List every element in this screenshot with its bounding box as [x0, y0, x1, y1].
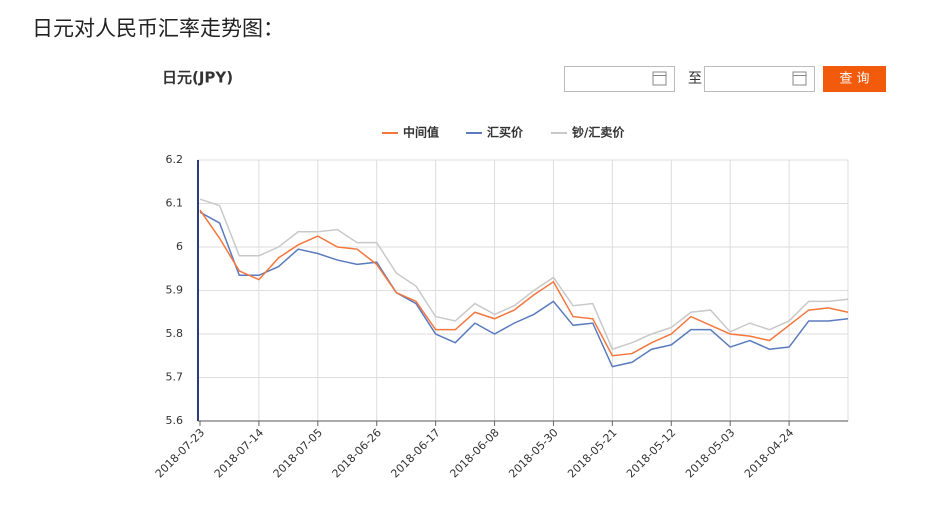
- x-tick-label: 2018-05-03: [683, 426, 737, 480]
- page-title: 日元对人民币汇率走势图：: [32, 17, 284, 41]
- query-button-label[interactable]: 查 询: [839, 72, 869, 87]
- date-separator: 至: [688, 71, 702, 87]
- y-tick-label: 6.2: [166, 153, 184, 166]
- x-tick-label: 2018-06-26: [330, 426, 384, 480]
- y-tick-label: 5.8: [166, 327, 184, 340]
- legend-label: 钞/汇卖价: [572, 125, 625, 140]
- series-line: [199, 198, 849, 351]
- x-tick-label: 2018-06-08: [447, 426, 501, 480]
- x-tick-label: 2018-07-05: [271, 426, 325, 480]
- legend-label: 汇买价: [487, 126, 524, 140]
- currency-label: 日元(JPY): [162, 69, 233, 87]
- y-tick-label: 5.7: [166, 371, 184, 384]
- legend-label: 中间值: [403, 125, 439, 140]
- query-button[interactable]: [823, 66, 886, 92]
- date-input-end[interactable]: [704, 66, 815, 92]
- y-tick-label: 5.6: [166, 414, 184, 427]
- x-tick-label: 2018-06-17: [388, 426, 442, 480]
- x-tick-label: 2018-04-24: [742, 426, 796, 480]
- series-line: [199, 209, 849, 357]
- x-tick-label: 2018-07-23: [153, 426, 207, 480]
- date-input-start[interactable]: [564, 66, 675, 92]
- x-tick-label: 2018-05-30: [506, 426, 560, 480]
- series-line: [199, 211, 849, 368]
- x-tick-label: 2018-07-14: [212, 426, 266, 480]
- x-tick-label: 2018-05-21: [565, 426, 619, 480]
- y-tick-label: 6: [176, 240, 183, 253]
- x-tick-label: 2018-05-12: [624, 426, 678, 480]
- y-tick-label: 5.9: [166, 284, 184, 297]
- y-tick-label: 6.1: [166, 197, 184, 210]
